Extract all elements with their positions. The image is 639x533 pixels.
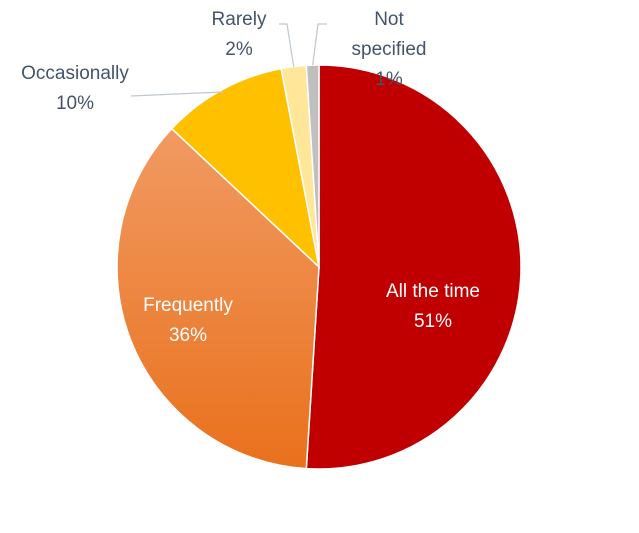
pie-slice-not-specified [305,64,320,268]
leader-line-rarely [279,23,295,67]
pie-slice-all-the-time [305,64,522,470]
leader-line-occasionally [130,91,224,97]
pie-slice-frequently [116,127,320,470]
data-label-frequently: Frequently 36% [143,295,233,346]
data-label-rarely: Rarely 2% [212,9,267,60]
leader-line-not-specified [312,23,327,66]
pie-slice-occasionally [170,67,321,270]
data-label-all-the-time: All the time 51% [386,281,480,332]
data-label-occasionally: Occasionally 10% [21,63,129,114]
data-label-not-specified: Not specified 1% [352,9,427,90]
